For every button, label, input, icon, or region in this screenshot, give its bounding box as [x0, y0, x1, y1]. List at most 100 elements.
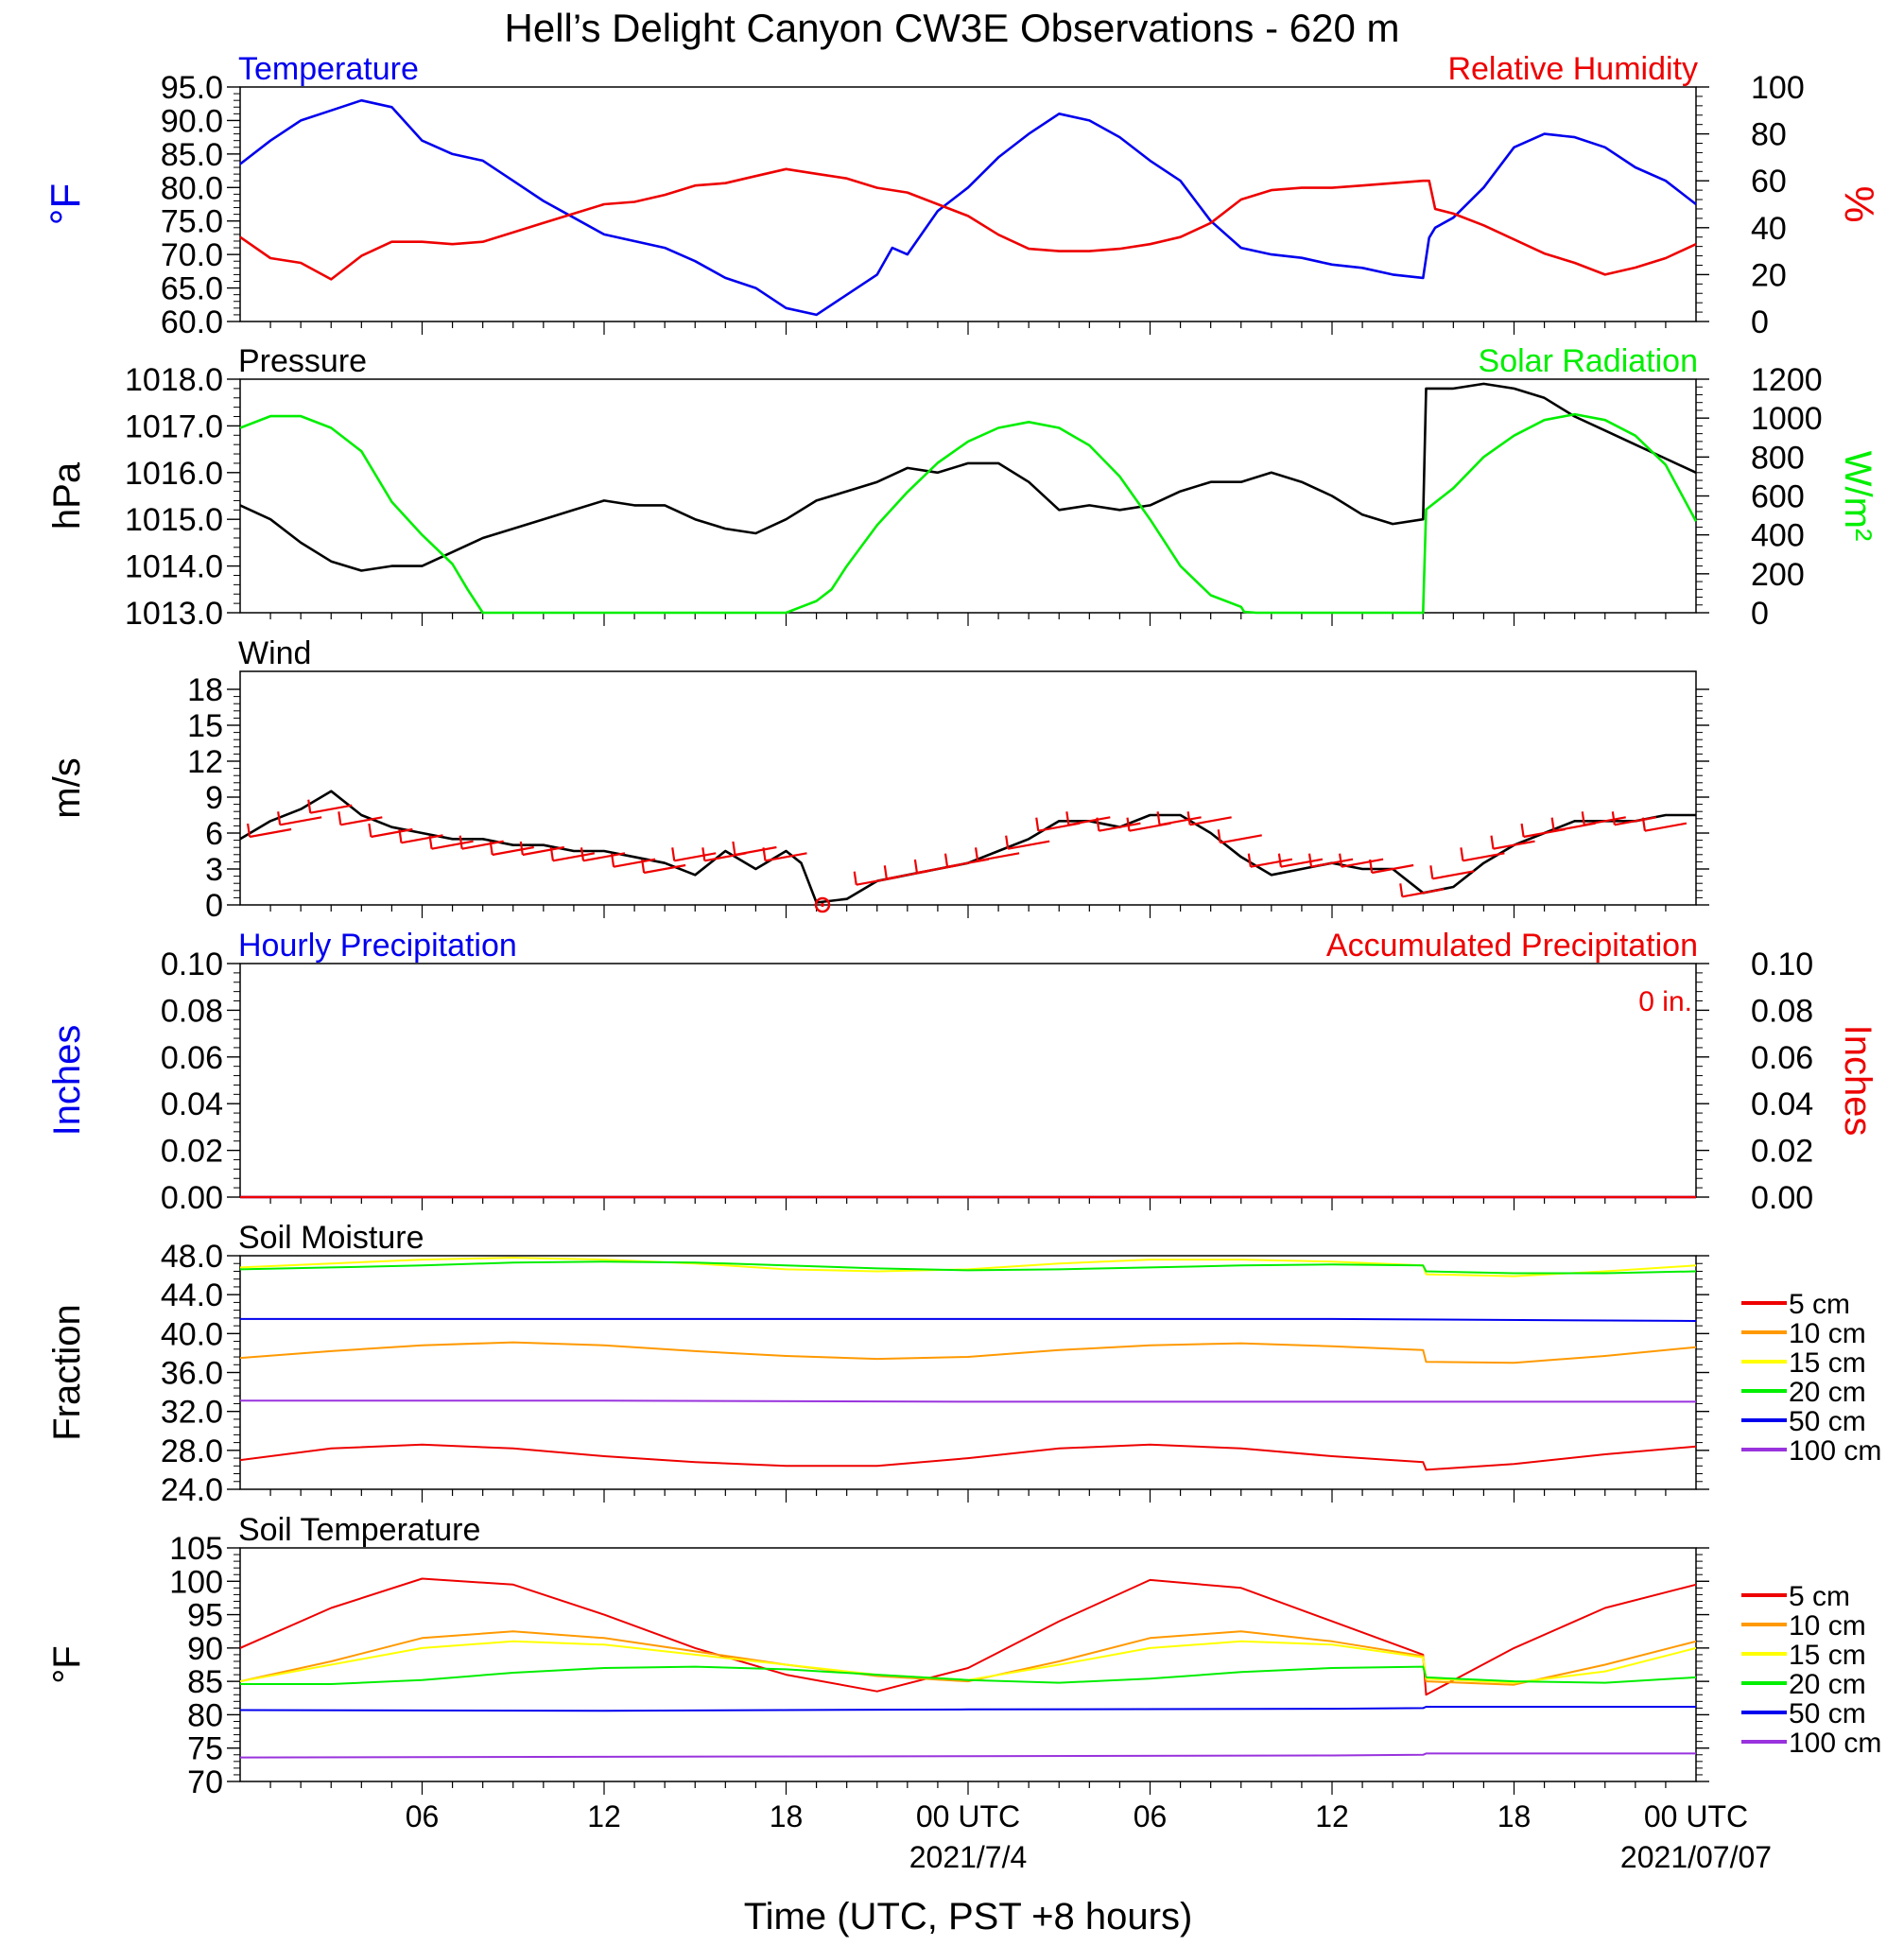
wind-barb: [1338, 853, 1384, 868]
wind-barb: [610, 853, 656, 868]
chart-title: Hell’s Delight Canyon CW3E Observations …: [505, 6, 1400, 50]
precip-total-annotation: 0 in.: [1638, 986, 1692, 1017]
x-tick-label: 00 UTC: [1644, 1799, 1748, 1833]
y-tick-label: 12: [187, 744, 223, 780]
x-ticks: [269, 321, 1667, 335]
x-ticks: [269, 1489, 1667, 1503]
wind-barb: [1460, 847, 1505, 862]
x-date-label: 2021/07/07: [1620, 1840, 1772, 1874]
legend-label: 10 cm: [1789, 1610, 1866, 1642]
y-axis-right: 0 20 40 60 80 100: [1696, 70, 1805, 340]
plot-frame: [239, 1255, 1697, 1490]
y-tick-label: 40: [1751, 211, 1787, 247]
y-tick-label: 1016.0: [125, 456, 223, 492]
wind-barb: [1065, 811, 1111, 826]
y-axis-label-left: Fraction: [46, 1304, 88, 1441]
panel-title-left: Wind: [238, 635, 311, 671]
series-line-5-cm: [239, 1577, 1697, 1696]
y-tick-label: 75: [187, 1731, 223, 1767]
y-tick-label: 1000: [1751, 401, 1823, 437]
wind-barb: [338, 811, 383, 826]
panel-title-left: Soil Temperature: [238, 1512, 480, 1548]
series-line-5-cm: [239, 1443, 1697, 1471]
series-group: [239, 790, 1696, 904]
wind-barb: [1611, 811, 1657, 826]
panel-precip: 0.00 0.02 0.04 0.06 0.08 0.10 0.00 0.02 0.04 0.06…: [46, 928, 1878, 1216]
y-axis-right: 0.00 0.02 0.04 0.06 0.08 0.10: [1696, 947, 1813, 1216]
wind-barb: [732, 841, 777, 857]
y-tick-label: 0.10: [1751, 947, 1813, 982]
y-axis-left: 0.00 0.02 0.04 0.06 0.08 0.10: [161, 947, 240, 1216]
wind-barb: [398, 829, 443, 844]
series-line-100-cm: [240, 1399, 1696, 1403]
wind-barb: [641, 859, 686, 875]
panel-title-left: Soil Moisture: [238, 1220, 424, 1256]
series-line-20-cm: [239, 1260, 1697, 1275]
x-date-label: 2021/7/4: [909, 1840, 1028, 1874]
y-axis-label-left: m/s: [46, 757, 88, 818]
plot-frame: [239, 1547, 1697, 1782]
y-tick-label: 24.0: [161, 1472, 223, 1508]
legend-label: 5 cm: [1789, 1289, 1850, 1320]
x-ticks: [269, 613, 1667, 626]
y-tick-label: 400: [1751, 518, 1805, 554]
y-tick-label: 44.0: [161, 1277, 223, 1313]
panel-title-right: Accumulated Precipitation: [1326, 928, 1698, 964]
y-tick-label: 70: [187, 1764, 223, 1800]
y-tick-label: 60: [1751, 164, 1787, 200]
wind-barb: [1307, 853, 1354, 868]
panel-title-left: Hourly Precipitation: [238, 928, 517, 964]
wind-barb: [459, 835, 504, 850]
series-line-15-cm: [239, 1257, 1697, 1277]
x-axis-label: Time (UTC, PST +8 hours): [744, 1896, 1193, 1937]
wind-barb: [1581, 811, 1626, 826]
y-tick-label: 36.0: [161, 1356, 223, 1392]
legend-label: 20 cm: [1789, 1377, 1866, 1408]
y-axis-right: [1696, 688, 1709, 906]
wind-barb: [671, 847, 717, 862]
time-axis: 06 12 18 00 UTC 06 12 18 00 UTC 2021/7/4 2021/07/…: [406, 1799, 1772, 1874]
wind-barb: [519, 841, 565, 857]
wind-barbs: [246, 799, 1688, 913]
wind-barb: [549, 847, 596, 862]
x-ticks: [269, 1781, 1667, 1795]
wind-barb: [1641, 817, 1688, 832]
series-line-100-cm: [239, 1752, 1696, 1759]
wind-barb: [428, 835, 474, 850]
y-axis-label-left: hPa: [46, 461, 88, 530]
y-tick-label: 1013.0: [125, 596, 223, 632]
y-tick-label: 600: [1751, 479, 1805, 515]
wind-barb: [1369, 859, 1414, 875]
wind-barb: [1186, 811, 1232, 826]
legend-label: 15 cm: [1789, 1347, 1866, 1379]
y-tick-label: 0: [1751, 596, 1769, 632]
legend-label: 100 cm: [1789, 1728, 1881, 1759]
y-axis-left: 60.065.070.075.080.085.090.095.0: [161, 70, 240, 340]
y-tick-label: 85: [187, 1664, 223, 1700]
y-tick-label: 28.0: [161, 1433, 223, 1469]
x-tick-label: 06: [1134, 1799, 1168, 1833]
plot-frame: [239, 378, 1697, 614]
y-tick-label: 90: [187, 1631, 223, 1667]
wind-barb: [580, 847, 626, 862]
wind-barb: [1277, 853, 1324, 868]
series-line-20-cm: [240, 1665, 1697, 1685]
y-tick-label: 48.0: [161, 1239, 223, 1275]
series-line-wind: [239, 790, 1696, 904]
y-axis-label-left: Inches: [46, 1025, 88, 1137]
y-tick-label: 800: [1751, 440, 1805, 476]
y-tick-label: 20: [1751, 257, 1787, 293]
x-tick-label: 18: [1497, 1799, 1532, 1833]
y-tick-label: 0.06: [1751, 1040, 1813, 1076]
legend-label: 20 cm: [1789, 1669, 1866, 1700]
y-tick-label: 95: [187, 1598, 223, 1634]
calm-wind-dot: [821, 903, 824, 907]
y-tick-label: 0.08: [1751, 993, 1813, 1029]
wind-barb: [1096, 817, 1141, 832]
